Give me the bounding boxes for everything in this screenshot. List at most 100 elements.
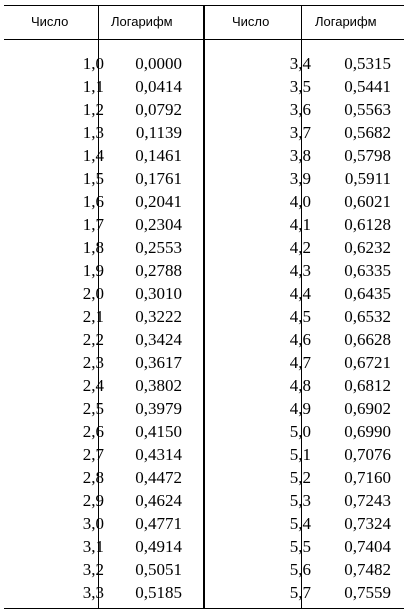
log-cell: 0,2304 (135, 215, 182, 234)
log-cell: 0,5185 (135, 583, 182, 602)
table-row: 3,0 0,4771 5,4 0,7324 (4, 514, 404, 537)
number-cell: 1,3 (82, 123, 104, 142)
number-cell: 2,4 (82, 376, 104, 395)
table-row: 3,3 0,5185 5,7 0,7559 (4, 583, 404, 606)
log-cell: 0,5315 (344, 54, 391, 73)
table-row: 1,0 0,0000 3,4 0,5315 (4, 54, 404, 77)
table-row: 1,4 0,1461 3,8 0,5798 (4, 146, 404, 169)
number-cell: 5,2 (289, 468, 311, 487)
log-cell: 0,4472 (135, 468, 182, 487)
log-cell: 0,4314 (135, 445, 182, 464)
number-cell: 4,7 (289, 353, 311, 372)
table-row: 2,2 0,3424 4,6 0,6628 (4, 330, 404, 353)
log-cell: 0,5682 (344, 123, 391, 142)
number-cell: 2,3 (82, 353, 104, 372)
number-cell: 1,7 (82, 215, 104, 234)
number-cell: 3,1 (82, 537, 104, 556)
number-cell: 2,6 (82, 422, 104, 441)
log-cell: 0,7160 (344, 468, 391, 487)
number-cell: 5,1 (289, 445, 311, 464)
log-cell: 0,7076 (344, 445, 391, 464)
log-cell: 0,7404 (344, 537, 391, 556)
log-cell: 0,6532 (344, 307, 391, 326)
log-cell: 0,1461 (135, 146, 182, 165)
number-cell: 5,3 (289, 491, 311, 510)
number-cell: 1,0 (82, 54, 104, 73)
log-cell: 0,4914 (135, 537, 182, 556)
table-row: 2,4 0,3802 4,8 0,6812 (4, 376, 404, 399)
logarithm-table: Число Логарифм Число Логарифм 1,0 0,0000 3… (4, 5, 404, 609)
number-cell: 3,6 (289, 100, 311, 119)
number-cell: 3,5 (289, 77, 311, 96)
number-cell: 1,4 (82, 146, 104, 165)
log-cell: 0,2041 (135, 192, 182, 211)
log-cell: 0,0000 (135, 54, 182, 73)
table-row: 2,7 0,4314 5,1 0,7076 (4, 445, 404, 468)
number-cell: 1,1 (82, 77, 104, 96)
log-cell: 0,6628 (344, 330, 391, 349)
log-cell: 0,6902 (344, 399, 391, 418)
table-row: 1,8 0,2553 4,2 0,6232 (4, 238, 404, 261)
table-row: 1,2 0,0792 3,6 0,5563 (4, 100, 404, 123)
log-cell: 0,6435 (344, 284, 391, 303)
number-cell: 1,6 (82, 192, 104, 211)
log-cell: 0,6812 (344, 376, 391, 395)
table-body: 1,0 0,0000 3,4 0,5315 1,1 0,0414 3,5 0,5441 1,2 0… (4, 54, 404, 606)
table-row: 1,1 0,0414 3,5 0,5441 (4, 77, 404, 100)
log-cell: 0,1761 (135, 169, 182, 188)
number-cell: 3,7 (289, 123, 311, 142)
column-divider-1 (98, 6, 99, 608)
log-cell: 0,5563 (344, 100, 391, 119)
number-cell: 5,4 (289, 514, 311, 533)
number-cell: 5,7 (289, 583, 311, 602)
table-row: 1,5 0,1761 3,9 0,5911 (4, 169, 404, 192)
number-cell: 2,7 (82, 445, 104, 464)
number-cell: 5,5 (289, 537, 311, 556)
log-cell: 0,7559 (344, 583, 391, 602)
log-cell: 0,1139 (135, 123, 182, 142)
table-row: 2,8 0,4472 5,2 0,7160 (4, 468, 404, 491)
log-cell: 0,3222 (135, 307, 182, 326)
log-cell: 0,2788 (135, 261, 182, 280)
number-cell: 3,2 (82, 560, 104, 579)
log-cell: 0,4624 (135, 491, 182, 510)
table-row: 1,6 0,2041 4,0 0,6021 (4, 192, 404, 215)
number-cell: 2,8 (82, 468, 104, 487)
header-number-left: Число (31, 14, 69, 29)
log-cell: 0,4771 (135, 514, 182, 533)
column-divider-3 (301, 6, 302, 608)
log-cell: 0,5911 (344, 169, 391, 188)
log-cell: 0,4150 (135, 422, 182, 441)
number-cell: 3,3 (82, 583, 104, 602)
number-cell: 2,1 (82, 307, 104, 326)
number-cell: 4,2 (289, 238, 311, 257)
number-cell: 1,5 (82, 169, 104, 188)
log-cell: 0,6232 (344, 238, 391, 257)
number-cell: 4,4 (289, 284, 311, 303)
table-row: 1,9 0,2788 4,3 0,6335 (4, 261, 404, 284)
log-cell: 0,7324 (344, 514, 391, 533)
log-cell: 0,6335 (344, 261, 391, 280)
column-divider-center (203, 6, 205, 608)
log-cell: 0,3424 (135, 330, 182, 349)
number-cell: 4,6 (289, 330, 311, 349)
number-cell: 2,2 (82, 330, 104, 349)
table-row: 2,5 0,3979 4,9 0,6902 (4, 399, 404, 422)
log-cell: 0,5441 (344, 77, 391, 96)
number-cell: 3,4 (289, 54, 311, 73)
number-cell: 4,3 (289, 261, 311, 280)
number-cell: 4,9 (289, 399, 311, 418)
log-cell: 0,7482 (344, 560, 391, 579)
log-cell: 0,3617 (135, 353, 182, 372)
number-cell: 1,9 (82, 261, 104, 280)
table-row: 3,2 0,5051 5,6 0,7482 (4, 560, 404, 583)
table-row: 1,3 0,1139 3,7 0,5682 (4, 123, 404, 146)
number-cell: 3,8 (289, 146, 311, 165)
number-cell: 1,8 (82, 238, 104, 257)
table-row: 2,1 0,3222 4,5 0,6532 (4, 307, 404, 330)
log-cell: 0,5051 (135, 560, 182, 579)
log-cell: 0,3802 (135, 376, 182, 395)
number-cell: 2,0 (82, 284, 104, 303)
log-cell: 0,0792 (135, 100, 182, 119)
table-row: 2,3 0,3617 4,7 0,6721 (4, 353, 404, 376)
